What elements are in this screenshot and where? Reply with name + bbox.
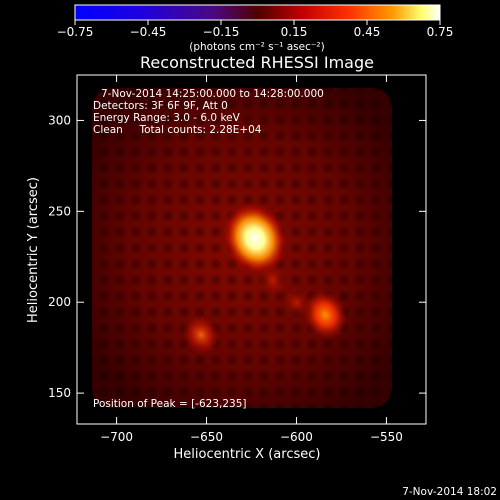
- x-tick-label: −650: [190, 430, 223, 444]
- info-block: 7-Nov-2014 14:25:00.000 to 14:28:00.000 …: [93, 88, 324, 136]
- sources-layer: [181, 201, 349, 357]
- x-tick-label: −600: [280, 430, 313, 444]
- y-tick-label: 300: [48, 113, 71, 127]
- colorbar: −0.75 −0.45 −0.15 0.15 0.45 0.75 (photons cm⁻…: [57, 4, 454, 53]
- x-axis-ticks: −700 −650 −600 −550: [100, 75, 403, 444]
- timestamp-label: 7-Nov-2014 18:02: [402, 486, 497, 498]
- emission-source: [181, 313, 221, 357]
- info-line-time: 7-Nov-2014 14:25:00.000 to 14:28:00.000: [101, 88, 324, 100]
- colorbar-tick-label: −0.45: [130, 25, 167, 39]
- colorbar-tick-label: 0.15: [281, 25, 308, 39]
- colorbar-unit-label: (photons cm⁻² s⁻¹ asec⁻²): [189, 41, 324, 53]
- x-tick-label: −550: [370, 430, 403, 444]
- colorbar-tick-label: 0.75: [427, 25, 454, 39]
- colorbar-tick-label: 0.45: [354, 25, 381, 39]
- plot-frame: [76, 74, 427, 425]
- colorbar-ticks: −0.75 −0.45 −0.15 0.15 0.45 0.75: [57, 20, 454, 39]
- y-axis-label: Heliocentric Y (arcsec): [26, 177, 41, 323]
- colorbar-gradient: [74, 4, 441, 21]
- x-axis-label: Heliocentric X (arcsec): [174, 447, 321, 462]
- emission-source: [302, 289, 349, 341]
- info-line-detectors: Detectors: 3F 6F 9F, Att 0: [93, 100, 228, 112]
- y-axis-ticks: 150 200 250 300: [48, 113, 426, 400]
- y-tick-label: 200: [48, 295, 71, 309]
- peak-position-label: Position of Peak = [-623,235]: [93, 398, 247, 410]
- chart-title: Reconstructed RHESSI Image: [140, 53, 374, 72]
- info-line-energy: Energy Range: 3.0 - 6.0 keV: [93, 112, 241, 124]
- info-line-counts: Clean Total counts: 2.28E+04: [93, 124, 262, 136]
- y-tick-label: 150: [48, 386, 71, 400]
- emission-source: [221, 201, 289, 276]
- y-tick-label: 250: [48, 204, 71, 218]
- colorbar-tick-label: −0.15: [203, 25, 240, 39]
- rhessi-image: [77, 75, 426, 424]
- colorbar-tick-label: −0.75: [57, 25, 94, 39]
- x-tick-label: −700: [100, 430, 133, 444]
